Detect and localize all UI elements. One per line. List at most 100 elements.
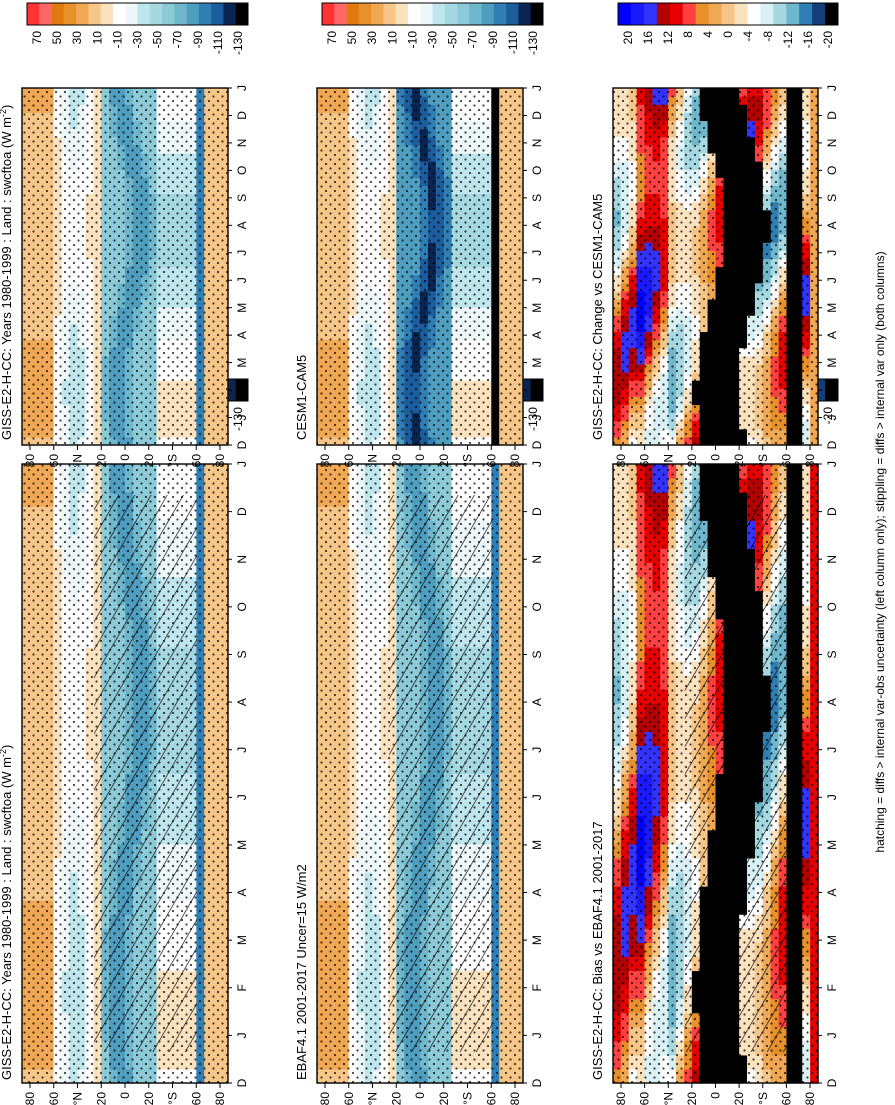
colorbar-label: 10 [90, 31, 104, 45]
month-tick-label: D [235, 111, 249, 120]
month-tick-label: M [825, 840, 839, 850]
month-tick-label: J [235, 250, 249, 256]
lat-tick-label: 20 [94, 1092, 108, 1105]
colorbar-swatch [27, 3, 40, 25]
panel-3: 80 60 °N 20 0 20 °S 60 80DJFMAMJJASONDJCESM1-CAM… [294, 2, 544, 467]
lat-tick-label: 20 [142, 1092, 156, 1105]
month-tick-label: S [235, 194, 249, 202]
lat-tick-label: 20 [142, 454, 156, 468]
colorbar-swatch [76, 3, 89, 25]
colorbar-swatch [223, 3, 237, 25]
panel-4: 80 60 °N 20 0 20 °S 60 80DJFMAMJJASONDJGISS-E2-H… [590, 378, 839, 1105]
lat-tick-label: 80 [803, 1092, 817, 1105]
month-tick-label: S [235, 650, 249, 658]
lat-tick-label: 80 [614, 1092, 628, 1105]
colorbar-label: -20 [821, 407, 835, 425]
hatching [94, 494, 198, 1053]
month-tick-label: M [825, 935, 839, 945]
month-tick-label: J [825, 461, 839, 467]
lat-tick-label: °S [166, 454, 180, 467]
month-tick-label: J [235, 277, 249, 283]
month-tick-label: A [235, 331, 249, 339]
colorbar-label: -30 [131, 31, 145, 49]
stippling [22, 88, 228, 445]
month-tick-label: F [235, 984, 249, 991]
colorbar-label: -130 [526, 407, 540, 431]
panel-title: EBAF4.1 2001-2017 Uncer=15 W/m2 [294, 864, 309, 1080]
lat-tick-label: 80 [213, 454, 227, 468]
colorbar-swatch [174, 3, 188, 25]
lat-tick-label: 0 [118, 454, 132, 461]
month-tick-label: D [235, 1078, 249, 1087]
month-tick-label: A [235, 889, 249, 897]
month-tick-label: N [235, 139, 249, 148]
month-tick-label: O [825, 602, 839, 611]
lat-tick-label: 20 [732, 1092, 746, 1105]
colorbar-label: 30 [70, 31, 84, 45]
month-tick-label: J [825, 1032, 839, 1038]
month-tick-label: F [825, 984, 839, 991]
hatching [389, 494, 493, 1053]
colorbar-swatch [198, 3, 212, 25]
colorbar-swatch [211, 3, 224, 25]
lat-tick-label: 60 [189, 1092, 203, 1105]
month-tick-label: A [530, 698, 544, 706]
lat-tick-label: 80 [23, 1092, 37, 1105]
lat-tick-label: 0 [709, 1092, 723, 1099]
colorbar-label: -50 [151, 31, 165, 49]
colorbar-label: 50 [50, 31, 64, 45]
lat-tick-label: 80 [508, 1092, 522, 1105]
colorbar-label: -110 [211, 31, 225, 54]
lat-tick-label: 80 [23, 454, 37, 468]
lat-tick-label: 60 [342, 1092, 356, 1105]
month-tick-label: A [530, 889, 544, 897]
lat-tick-label: 0 [413, 1092, 427, 1099]
month-tick-label: M [235, 935, 249, 945]
lat-tick-label: 60 [47, 454, 61, 468]
lat-tick-label: °S [166, 1092, 180, 1105]
month-tick-label: M [235, 303, 249, 313]
month-tick-label: D [235, 440, 249, 449]
month-tick-label: O [235, 166, 249, 175]
lat-tick-label: 80 [318, 1092, 332, 1105]
month-tick-label: O [235, 602, 249, 611]
panel-title: GISS-E2-H-CC: Years 1980-1999 : Land : s… [0, 745, 14, 1080]
colorbar-label: -70 [171, 31, 185, 49]
lat-tick-label: 60 [189, 454, 203, 468]
month-tick-label: M [530, 935, 544, 945]
month-tick-label: A [235, 221, 249, 229]
colorbar-swatch [149, 3, 163, 25]
month-tick-label: N [825, 555, 839, 564]
colorbar-swatch [112, 3, 126, 25]
colorbar-swatch [530, 379, 544, 401]
colorbar-swatch [63, 3, 77, 25]
colorbar-swatch [88, 3, 102, 25]
month-tick-label: A [235, 698, 249, 706]
panel-title: GISS-E2-H-CC: Years 1980-1999 : Land : s… [0, 105, 14, 440]
month-tick-label: D [530, 1078, 544, 1087]
colorbar-swatch [51, 3, 65, 25]
panel-0: 80 60 °N 20 0 20 °S 60 80DJFMAMJJASONDJGISS-E2-H… [0, 378, 249, 1105]
month-tick-label: D [530, 507, 544, 516]
colorbar-swatch [125, 3, 138, 25]
colorbar-swatch [39, 3, 52, 25]
month-tick-label: J [235, 747, 249, 753]
month-tick-label: J [825, 747, 839, 753]
lat-tick-label: 60 [47, 1092, 61, 1105]
month-tick-label: N [235, 555, 249, 564]
colorbar-label: -130 [231, 407, 245, 431]
lat-tick-label: 0 [118, 1092, 132, 1099]
month-tick-label: J [530, 747, 544, 753]
month-tick-label: J [235, 1032, 249, 1038]
month-tick-label: J [825, 794, 839, 800]
month-tick-label: S [825, 650, 839, 658]
colorbar-swatch [825, 379, 839, 401]
month-tick-label: M [235, 840, 249, 850]
colorbar-label: 70 [30, 31, 44, 45]
lat-tick-label: °N [661, 1092, 675, 1105]
month-tick-label: M [235, 358, 249, 368]
month-tick-label: J [530, 1032, 544, 1038]
colorbar-swatch [100, 3, 114, 25]
colorbar-label: -130 [231, 31, 245, 55]
